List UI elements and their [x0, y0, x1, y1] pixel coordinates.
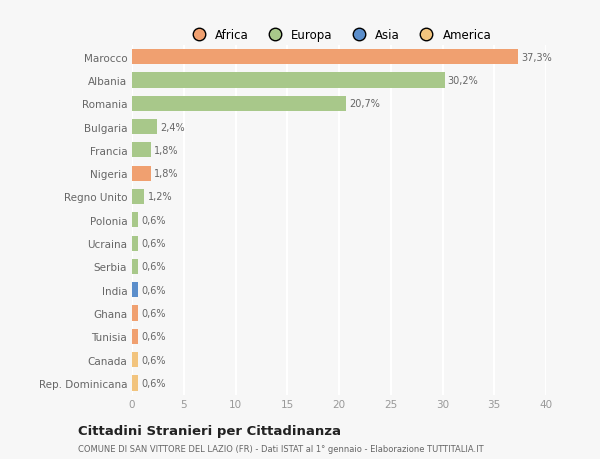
Text: 1,8%: 1,8% [154, 169, 178, 179]
Text: 0,6%: 0,6% [142, 378, 166, 388]
Text: 30,2%: 30,2% [448, 76, 478, 86]
Bar [132, 190, 145, 205]
Bar [132, 375, 138, 391]
Text: 2,4%: 2,4% [160, 122, 185, 132]
Bar [132, 73, 445, 88]
Bar [132, 120, 157, 135]
Text: 0,6%: 0,6% [142, 331, 166, 341]
Bar [132, 306, 138, 321]
Text: 0,6%: 0,6% [142, 262, 166, 272]
Bar [132, 166, 151, 181]
Bar [132, 329, 138, 344]
Text: 0,6%: 0,6% [142, 355, 166, 365]
Bar [132, 353, 138, 367]
Text: 1,8%: 1,8% [154, 146, 178, 156]
Text: 20,7%: 20,7% [349, 99, 380, 109]
Bar [132, 96, 346, 112]
Bar [132, 50, 518, 65]
Text: 1,2%: 1,2% [148, 192, 172, 202]
Text: 0,6%: 0,6% [142, 239, 166, 249]
Text: COMUNE DI SAN VITTORE DEL LAZIO (FR) - Dati ISTAT al 1° gennaio - Elaborazione T: COMUNE DI SAN VITTORE DEL LAZIO (FR) - D… [78, 444, 484, 453]
Text: 0,6%: 0,6% [142, 285, 166, 295]
Bar [132, 236, 138, 251]
Bar [132, 259, 138, 274]
Bar [132, 283, 138, 297]
Text: Cittadini Stranieri per Cittadinanza: Cittadini Stranieri per Cittadinanza [78, 424, 341, 437]
Bar [132, 143, 151, 158]
Legend: Africa, Europa, Asia, America: Africa, Europa, Asia, America [182, 24, 496, 46]
Bar [132, 213, 138, 228]
Text: 37,3%: 37,3% [521, 52, 552, 62]
Text: 0,6%: 0,6% [142, 215, 166, 225]
Text: 0,6%: 0,6% [142, 308, 166, 319]
